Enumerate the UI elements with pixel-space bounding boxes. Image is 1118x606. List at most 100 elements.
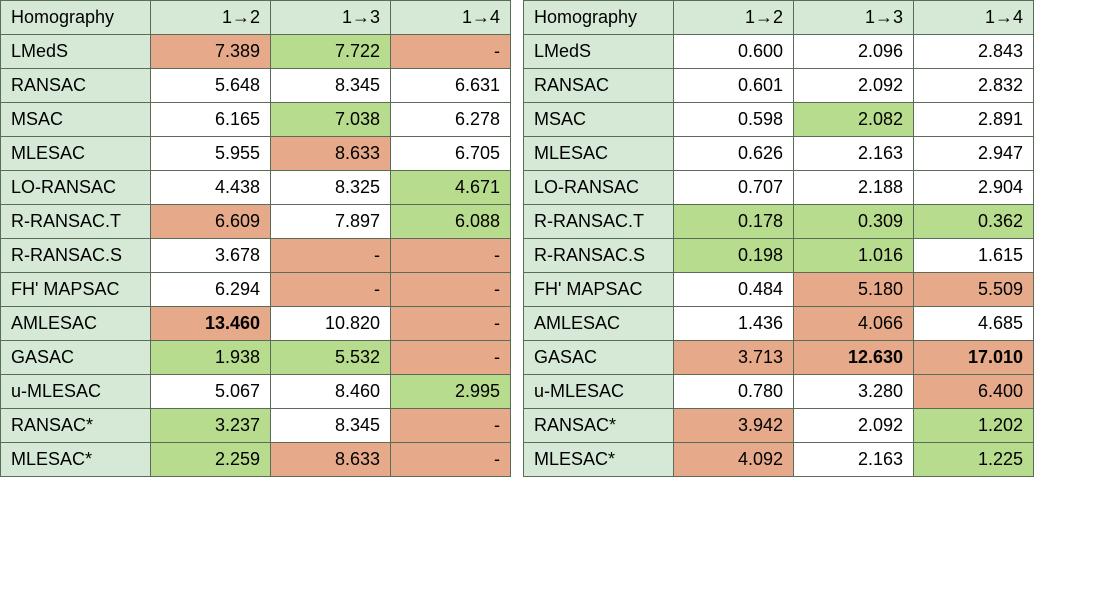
cell: -	[391, 273, 511, 307]
row-label: u-MLESAC	[1, 375, 151, 409]
table-row: u-MLESAC0.7803.2806.400	[524, 375, 1034, 409]
header-homography: Homography	[1, 1, 151, 35]
cell: -	[391, 307, 511, 341]
row-label: RANSAC*	[524, 409, 674, 443]
row-label: R-RANSAC.T	[524, 205, 674, 239]
cell: 0.600	[674, 35, 794, 69]
cell: 0.178	[674, 205, 794, 239]
row-label: u-MLESAC	[524, 375, 674, 409]
row-label: GASAC	[1, 341, 151, 375]
cell: 8.345	[271, 69, 391, 103]
header-col-1: 1→2	[674, 1, 794, 35]
cell: 3.713	[674, 341, 794, 375]
cell: 5.532	[271, 341, 391, 375]
cell: 8.633	[271, 443, 391, 477]
table-row: FH' MAPSAC6.294--	[1, 273, 511, 307]
row-label: R-RANSAC.S	[524, 239, 674, 273]
cell: 4.671	[391, 171, 511, 205]
row-label: LMedS	[1, 35, 151, 69]
header-col-3: 1→4	[914, 1, 1034, 35]
cell: -	[391, 409, 511, 443]
row-label: LMedS	[524, 35, 674, 69]
row-label: FH' MAPSAC	[524, 273, 674, 307]
cell: -	[391, 341, 511, 375]
table-row: RANSAC0.6012.0922.832	[524, 69, 1034, 103]
cell: 6.278	[391, 103, 511, 137]
cell: 6.609	[151, 205, 271, 239]
header-col-2: 1→3	[794, 1, 914, 35]
row-label: FH' MAPSAC	[1, 273, 151, 307]
row-label: MLESAC*	[1, 443, 151, 477]
cell: 1.202	[914, 409, 1034, 443]
cell: 2.188	[794, 171, 914, 205]
cell: 7.897	[271, 205, 391, 239]
cell: 5.067	[151, 375, 271, 409]
table-row: MLESAC*4.0922.1631.225	[524, 443, 1034, 477]
cell: 4.066	[794, 307, 914, 341]
cell: 4.438	[151, 171, 271, 205]
cell: 10.820	[271, 307, 391, 341]
header-col-2: 1→3	[271, 1, 391, 35]
table-row: R-RANSAC.S3.678--	[1, 239, 511, 273]
table-row: RANSAC*3.2378.345-	[1, 409, 511, 443]
cell: 2.259	[151, 443, 271, 477]
cell: 2.096	[794, 35, 914, 69]
table-row: R-RANSAC.T0.1780.3090.362	[524, 205, 1034, 239]
table-row: RANSAC*3.9422.0921.202	[524, 409, 1034, 443]
cell: 7.722	[271, 35, 391, 69]
cell: 7.389	[151, 35, 271, 69]
table-row: GASAC1.9385.532-	[1, 341, 511, 375]
cell: 0.707	[674, 171, 794, 205]
table-row: MLESAC5.9558.6336.705	[1, 137, 511, 171]
table-row: AMLESAC1.4364.0664.685	[524, 307, 1034, 341]
cell: 0.484	[674, 273, 794, 307]
cell: 1.938	[151, 341, 271, 375]
cell: 1.225	[914, 443, 1034, 477]
table-row: GASAC3.71312.63017.010	[524, 341, 1034, 375]
cell: 2.891	[914, 103, 1034, 137]
cell: -	[271, 239, 391, 273]
row-label: LO-RANSAC	[524, 171, 674, 205]
table-row: R-RANSAC.T6.6097.8976.088	[1, 205, 511, 239]
table-row: MSAC6.1657.0386.278	[1, 103, 511, 137]
cell: 2.832	[914, 69, 1034, 103]
table-row: u-MLESAC5.0678.4602.995	[1, 375, 511, 409]
cell: -	[391, 239, 511, 273]
row-label: MLESAC	[1, 137, 151, 171]
cell: 4.685	[914, 307, 1034, 341]
cell: 3.237	[151, 409, 271, 443]
header-homography: Homography	[524, 1, 674, 35]
cell: 0.309	[794, 205, 914, 239]
cell: 2.082	[794, 103, 914, 137]
cell: 2.163	[794, 443, 914, 477]
cell: 6.400	[914, 375, 1034, 409]
cell: 3.942	[674, 409, 794, 443]
table-row: AMLESAC13.46010.820-	[1, 307, 511, 341]
cell: 1.615	[914, 239, 1034, 273]
cell: 6.165	[151, 103, 271, 137]
cell: 2.092	[794, 69, 914, 103]
row-label: MLESAC	[524, 137, 674, 171]
row-label: R-RANSAC.T	[1, 205, 151, 239]
table-row: RANSAC5.6488.3456.631	[1, 69, 511, 103]
table-row: R-RANSAC.S0.1981.0161.615	[524, 239, 1034, 273]
cell: 0.626	[674, 137, 794, 171]
row-label: RANSAC*	[1, 409, 151, 443]
header-col-1: 1→2	[151, 1, 271, 35]
row-label: AMLESAC	[524, 307, 674, 341]
row-label: GASAC	[524, 341, 674, 375]
cell: 2.843	[914, 35, 1034, 69]
cell: 12.630	[794, 341, 914, 375]
cell: 0.598	[674, 103, 794, 137]
cell: 0.362	[914, 205, 1034, 239]
cell: 0.780	[674, 375, 794, 409]
header-col-3: 1→4	[391, 1, 511, 35]
row-label: R-RANSAC.S	[1, 239, 151, 273]
cell: 5.955	[151, 137, 271, 171]
cell: 2.092	[794, 409, 914, 443]
cell: 2.163	[794, 137, 914, 171]
cell: 1.016	[794, 239, 914, 273]
table-row: LMedS0.6002.0962.843	[524, 35, 1034, 69]
cell: 2.904	[914, 171, 1034, 205]
cell: 6.088	[391, 205, 511, 239]
